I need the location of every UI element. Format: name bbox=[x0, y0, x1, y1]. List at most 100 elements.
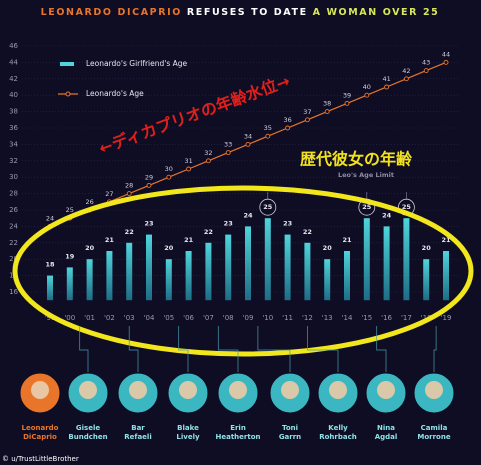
person-name: Leonardo bbox=[22, 424, 59, 432]
value-label: 30 bbox=[165, 165, 173, 173]
person-name: Erin bbox=[230, 424, 246, 432]
value-label: 20 bbox=[323, 244, 333, 252]
person-name: Kelly bbox=[328, 424, 348, 432]
title-part: REFUSES TO DATE bbox=[187, 7, 308, 18]
bar bbox=[245, 226, 251, 301]
bar bbox=[344, 251, 350, 301]
x-tick-label: '09 bbox=[243, 314, 254, 322]
value-label: 44 bbox=[442, 50, 450, 58]
x-tick-label: '03 bbox=[124, 314, 135, 322]
x-tick-label: '17 bbox=[401, 314, 412, 322]
photo-face bbox=[377, 381, 395, 399]
value-label: 20 bbox=[422, 244, 432, 252]
photo-face bbox=[425, 381, 443, 399]
line-point bbox=[146, 182, 152, 188]
bar bbox=[423, 259, 430, 301]
x-tick-label: '13 bbox=[322, 314, 333, 322]
value-label: 23 bbox=[224, 220, 233, 228]
value-label: 33 bbox=[224, 141, 232, 149]
value-label: 20 bbox=[164, 244, 174, 252]
value-label: 42 bbox=[402, 67, 410, 75]
value-label: 26 bbox=[85, 198, 93, 206]
value-label: 23 bbox=[144, 220, 153, 228]
value-label: 22 bbox=[303, 228, 312, 236]
person-name: Camila bbox=[421, 424, 448, 432]
value-label: 40 bbox=[363, 83, 371, 91]
connector bbox=[79, 326, 89, 372]
title-part: LEONARDO DICAPRIO bbox=[41, 7, 182, 18]
x-tick-label: '07 bbox=[203, 314, 214, 322]
line-point bbox=[304, 117, 310, 123]
person-name: Nina bbox=[377, 424, 395, 432]
legend-label: Leonardo's Age bbox=[86, 89, 144, 98]
limit-circle bbox=[259, 198, 277, 216]
line-point bbox=[186, 166, 192, 172]
bar bbox=[165, 259, 172, 301]
photo-face bbox=[179, 381, 197, 399]
y-tick-label: 40 bbox=[9, 91, 18, 99]
value-label: 28 bbox=[125, 182, 133, 190]
bar bbox=[185, 251, 192, 301]
y-tick-label: 46 bbox=[9, 42, 18, 50]
x-tick-label: '06 bbox=[183, 314, 194, 322]
connector bbox=[433, 326, 437, 372]
age-limit-label: Leo's Age Limit bbox=[338, 171, 394, 179]
y-tick-label: 22 bbox=[9, 239, 18, 247]
bar bbox=[66, 267, 73, 301]
value-label: 32 bbox=[204, 149, 212, 157]
photo-face bbox=[281, 381, 299, 399]
x-tick-label: '02 bbox=[104, 314, 115, 322]
person-name: Heatherton bbox=[216, 433, 261, 441]
line-point bbox=[423, 68, 429, 74]
photo-face bbox=[329, 381, 347, 399]
bar bbox=[324, 259, 331, 301]
value-label: 37 bbox=[303, 108, 311, 116]
line-point bbox=[384, 84, 390, 90]
bar bbox=[126, 242, 133, 301]
chart-title: LEONARDO DICAPRIO REFUSES TO DATE A WOMA… bbox=[41, 7, 440, 18]
x-tick-label: '11 bbox=[282, 314, 293, 322]
y-tick-label: 24 bbox=[9, 222, 18, 230]
bar bbox=[284, 234, 291, 301]
y-tick-label: 34 bbox=[9, 140, 18, 148]
person-name: Rohrbach bbox=[319, 433, 357, 441]
person-name: Toni bbox=[282, 424, 298, 432]
value-label: 25 bbox=[66, 206, 74, 214]
y-tick-label: 44 bbox=[9, 58, 18, 66]
x-tick-label: '16 bbox=[381, 314, 392, 322]
bar bbox=[47, 275, 53, 301]
y-tick-label: 32 bbox=[9, 157, 18, 165]
line-point bbox=[285, 125, 291, 131]
line-point bbox=[344, 100, 350, 106]
value-label: 24 bbox=[46, 214, 54, 222]
photo-face bbox=[129, 381, 147, 399]
bar bbox=[363, 218, 370, 301]
value-label: 18 bbox=[45, 261, 55, 269]
x-tick-label: '00 bbox=[64, 314, 75, 322]
value-label: 24 bbox=[243, 211, 253, 219]
value-label: 19 bbox=[65, 252, 75, 260]
value-label: 24 bbox=[382, 211, 392, 219]
y-tick-label: 38 bbox=[9, 108, 18, 116]
value-label: 36 bbox=[283, 116, 291, 124]
value-label: 25 bbox=[402, 203, 412, 211]
value-label: 41 bbox=[382, 75, 390, 83]
annotation: 歴代彼女の年齢 bbox=[300, 150, 413, 169]
value-label: 43 bbox=[422, 59, 430, 67]
y-tick-label: 36 bbox=[9, 124, 18, 132]
bar bbox=[304, 242, 311, 301]
line-point bbox=[205, 158, 211, 164]
y-tick-label: 16 bbox=[9, 288, 18, 296]
person-name: Bar bbox=[131, 424, 145, 432]
value-label: 25 bbox=[362, 203, 372, 211]
line-point bbox=[364, 92, 370, 98]
bar bbox=[205, 242, 212, 301]
value-label: 38 bbox=[323, 100, 331, 108]
value-label: 25 bbox=[263, 203, 273, 211]
photo-face bbox=[229, 381, 247, 399]
connector bbox=[128, 326, 139, 372]
value-label: 21 bbox=[441, 236, 451, 244]
bar bbox=[106, 251, 113, 301]
